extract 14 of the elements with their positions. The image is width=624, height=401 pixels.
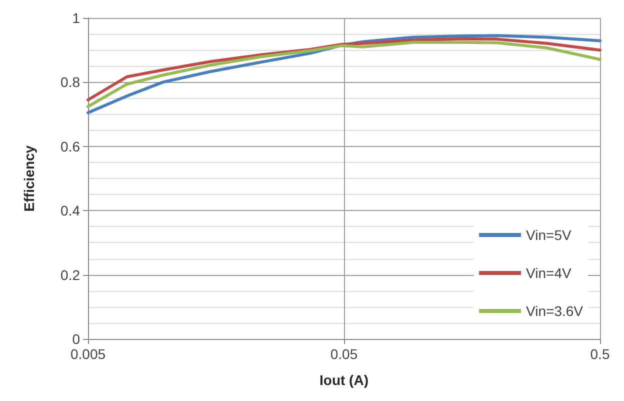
legend-label: Vin=5V	[526, 227, 572, 243]
y-tick-label: 0.6	[60, 138, 80, 154]
y-tick-label: 0.8	[60, 74, 80, 90]
y-tick-label: 1	[72, 10, 80, 26]
x-tick-label: 0.05	[330, 346, 358, 362]
y-tick-label: 0.4	[60, 202, 80, 219]
legend-label: Vin=4V	[526, 265, 572, 281]
y-axis-title: Efficiency	[21, 145, 37, 212]
x-axis-title: Iout (A)	[320, 372, 368, 388]
x-tick-label: 0.5	[590, 346, 610, 362]
y-tick-label: 0.2	[60, 266, 80, 283]
x-tick-label: 0.005	[70, 346, 106, 362]
y-tick-label: 0	[72, 331, 80, 347]
legend-label: Vin=3.6V	[526, 303, 584, 319]
